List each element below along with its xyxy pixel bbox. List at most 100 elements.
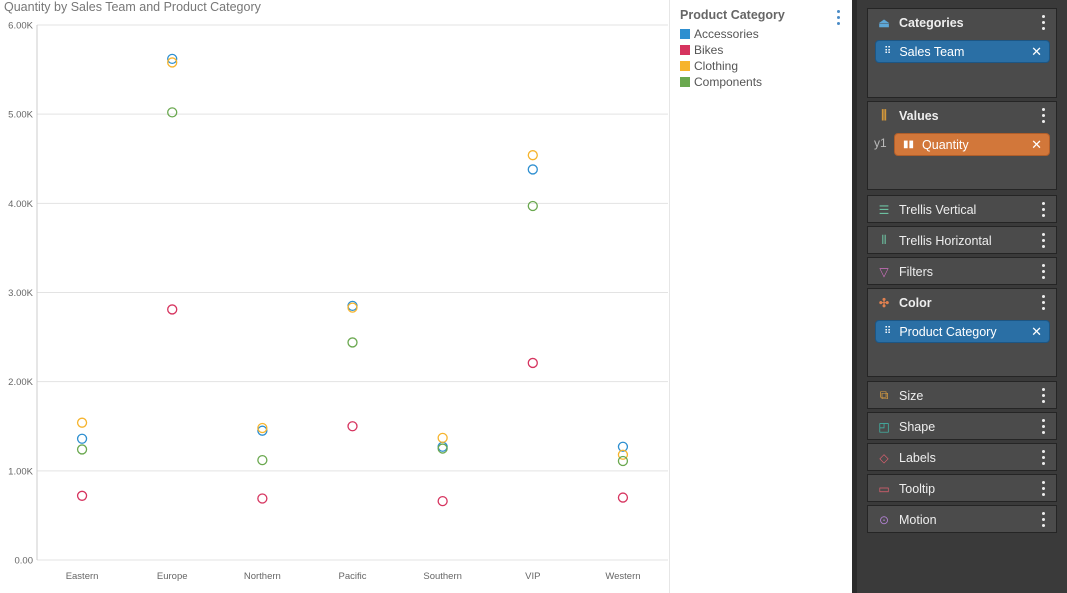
x-tick-label: VIP xyxy=(525,571,540,582)
legend-menu-icon[interactable] xyxy=(837,10,841,25)
labels-section[interactable]: ◇ Labels xyxy=(867,443,1057,471)
chart-title: Quantity by Sales Team and Product Categ… xyxy=(4,0,261,14)
remove-icon[interactable]: ✕ xyxy=(1031,43,1042,59)
size-section[interactable]: ⧉ Size xyxy=(867,381,1057,409)
more-icon[interactable] xyxy=(1042,233,1046,248)
data-point-bikes-southern[interactable] xyxy=(437,495,448,507)
values-section: ⫼ Values y1 ▮▮ Quantity ✕ xyxy=(867,101,1057,190)
more-icon[interactable] xyxy=(1042,15,1046,30)
bar-chart-icon: ⫼ xyxy=(881,108,887,122)
x-tick-label: Pacific xyxy=(339,571,367,582)
legend-swatch xyxy=(680,45,690,55)
data-point-components-vip[interactable] xyxy=(527,200,538,212)
tag-icon: ◇ xyxy=(879,450,889,465)
legend-label: Bikes xyxy=(694,43,724,57)
data-point-components-northern[interactable] xyxy=(257,454,268,466)
sales-team-pill[interactable]: ⠿ Sales Team ✕ xyxy=(875,40,1050,63)
trellis-vertical-section[interactable]: ☰ Trellis Vertical xyxy=(867,195,1057,223)
legend: Product Category Accessories Bikes Clothin… xyxy=(680,8,830,90)
quantity-pill[interactable]: ▮▮ Quantity ✕ xyxy=(894,133,1050,156)
data-point-accessories-western[interactable] xyxy=(617,441,629,452)
legend-swatch xyxy=(680,61,690,71)
motion-section[interactable]: ⊙ Motion xyxy=(867,505,1057,533)
legend-label: Clothing xyxy=(694,59,739,73)
data-point-bikes-northern[interactable] xyxy=(257,493,268,504)
drag-grip-icon: ⠿ xyxy=(884,46,892,57)
data-point-bikes-western[interactable] xyxy=(617,492,629,503)
data-point-accessories-northern[interactable] xyxy=(257,425,268,436)
shape-section[interactable]: ◰ Shape xyxy=(867,412,1057,440)
data-point-components-pacific[interactable] xyxy=(347,337,358,348)
legend-item[interactable]: Clothing xyxy=(680,58,830,74)
chart-area: Quantity by Sales Team and Product Categ… xyxy=(4,0,670,593)
legend-label: Components xyxy=(694,75,763,89)
scatter-plot: 0.00 1.00K 2.00K 3.00K 4.00K 5.00K 6.00K Easter… xyxy=(8,21,668,582)
y-tick-label: 5.00K xyxy=(8,110,33,121)
data-point-bikes-vip[interactable] xyxy=(527,357,538,369)
data-point-clothing-southern[interactable] xyxy=(437,432,448,443)
more-icon[interactable] xyxy=(1042,108,1046,123)
tooltip-section[interactable]: ▭ Tooltip xyxy=(867,474,1057,502)
trellis-horizontal-section[interactable]: ⫴ Trellis Horizontal xyxy=(867,226,1057,254)
y-tick-label: 2.00K xyxy=(8,377,33,388)
data-point-accessories-vip[interactable] xyxy=(527,164,538,175)
size-icon: ⧉ xyxy=(879,388,889,402)
more-icon[interactable] xyxy=(1042,295,1046,310)
data-point-components-europe[interactable] xyxy=(167,107,178,118)
play-icon: ⊙ xyxy=(878,512,890,527)
data-point-clothing-vip[interactable] xyxy=(527,150,538,161)
more-icon[interactable] xyxy=(1042,419,1046,434)
data-point-components-western[interactable] xyxy=(617,455,629,467)
data-point-bikes-europe[interactable] xyxy=(167,304,178,315)
measure-icon: ▮▮ xyxy=(903,139,915,150)
more-icon[interactable] xyxy=(1042,264,1046,279)
data-point-components-eastern[interactable] xyxy=(76,444,88,455)
x-tick-label: Europe xyxy=(157,571,188,582)
x-tick-label: Northern xyxy=(244,571,281,582)
legend-item[interactable]: Accessories xyxy=(680,26,830,42)
data-point-clothing-western[interactable] xyxy=(617,449,629,460)
y-tick-label: 3.00K xyxy=(8,288,33,299)
filters-section[interactable]: ▽ Filters xyxy=(867,257,1057,285)
field-panel: ⏏ Categories ⠿ Sales Team ✕ ⫼ Values y1 ▮▮ Qu… xyxy=(857,0,1067,593)
remove-icon[interactable]: ✕ xyxy=(1031,136,1042,152)
data-point-clothing-northern[interactable] xyxy=(257,422,268,434)
panel-splitter[interactable] xyxy=(852,0,857,593)
data-point-accessories-eastern[interactable] xyxy=(76,433,88,444)
more-icon[interactable] xyxy=(1042,450,1046,465)
y-tick-label: 0.00 xyxy=(15,556,34,567)
trellis-vertical-icon: ☰ xyxy=(878,202,890,217)
y-tick-label: 4.00K xyxy=(8,199,33,210)
color-section: ✣ Color ⠿ Product Category ✕ xyxy=(867,288,1057,377)
color-palette-icon: ✣ xyxy=(878,295,890,310)
x-tick-label: Western xyxy=(605,571,640,582)
data-point-clothing-pacific[interactable] xyxy=(347,302,358,313)
data-point-bikes-eastern[interactable] xyxy=(76,490,88,501)
more-icon[interactable] xyxy=(1042,512,1046,527)
more-icon[interactable] xyxy=(1042,388,1046,403)
legend-label: Accessories xyxy=(694,27,759,41)
legend-swatch xyxy=(680,29,690,39)
remove-icon[interactable]: ✕ xyxy=(1031,323,1042,339)
legend-item[interactable]: Components xyxy=(680,74,830,90)
values-label: Values xyxy=(899,108,939,123)
data-point-clothing-eastern[interactable] xyxy=(76,417,88,428)
data-point-bikes-pacific[interactable] xyxy=(347,421,358,432)
data-point-clothing-europe[interactable] xyxy=(167,57,178,68)
x-tick-label: Eastern xyxy=(66,571,99,582)
tooltip-icon: ▭ xyxy=(878,481,890,496)
categories-label: Categories xyxy=(899,15,964,30)
data-point-accessories-europe[interactable] xyxy=(167,53,178,65)
data-point-components-southern[interactable] xyxy=(437,443,448,454)
more-icon[interactable] xyxy=(1042,202,1046,217)
y-tick-label: 1.00K xyxy=(8,466,33,477)
drag-grip-icon: ⠿ xyxy=(884,326,892,337)
trellis-horizontal-icon: ⫴ xyxy=(881,233,887,247)
legend-item[interactable]: Bikes xyxy=(680,42,830,58)
more-icon[interactable] xyxy=(1042,481,1046,496)
axis-label: y1 xyxy=(874,136,887,150)
product-category-pill[interactable]: ⠿ Product Category ✕ xyxy=(875,320,1050,343)
categories-icon: ⏏ xyxy=(878,15,890,30)
filter-icon: ▽ xyxy=(879,264,889,279)
legend-swatch xyxy=(680,77,690,87)
